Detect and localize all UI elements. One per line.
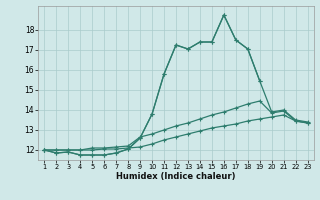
X-axis label: Humidex (Indice chaleur): Humidex (Indice chaleur) [116, 172, 236, 181]
